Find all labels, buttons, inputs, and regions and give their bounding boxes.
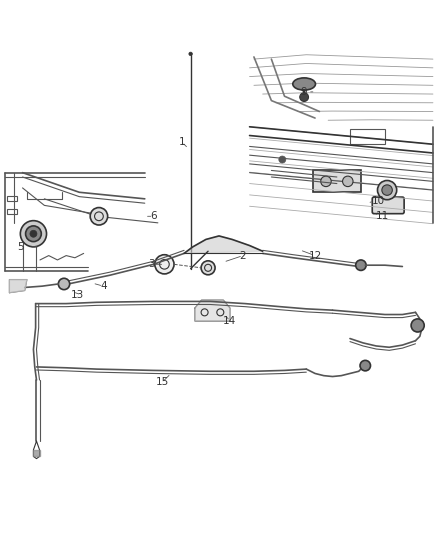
Circle shape: [300, 93, 308, 101]
Text: 3: 3: [148, 260, 155, 269]
Text: 1: 1: [179, 137, 185, 147]
Circle shape: [279, 156, 286, 163]
FancyBboxPatch shape: [313, 171, 361, 192]
Polygon shape: [195, 300, 230, 321]
Circle shape: [189, 52, 192, 55]
Circle shape: [356, 260, 366, 270]
Text: 11: 11: [376, 211, 389, 221]
Text: 9: 9: [301, 87, 307, 97]
Circle shape: [360, 360, 371, 371]
Circle shape: [382, 185, 392, 195]
Circle shape: [155, 255, 174, 274]
Circle shape: [411, 319, 424, 332]
Circle shape: [321, 176, 331, 187]
Text: 6: 6: [150, 211, 157, 221]
Text: 5: 5: [17, 242, 24, 252]
Text: 4: 4: [100, 281, 106, 291]
Text: 14: 14: [223, 316, 237, 326]
Circle shape: [58, 278, 70, 289]
Polygon shape: [184, 236, 263, 253]
Circle shape: [201, 261, 215, 275]
Text: 15: 15: [155, 377, 169, 387]
Circle shape: [30, 230, 37, 237]
Text: 13: 13: [71, 290, 84, 300]
Circle shape: [25, 226, 41, 241]
Text: 10: 10: [372, 196, 385, 206]
Polygon shape: [10, 280, 27, 293]
Circle shape: [20, 221, 46, 247]
FancyBboxPatch shape: [372, 197, 404, 214]
Polygon shape: [33, 450, 39, 456]
Text: 2: 2: [240, 251, 246, 261]
Circle shape: [343, 176, 353, 187]
Ellipse shape: [293, 78, 315, 90]
Text: 12: 12: [308, 251, 321, 261]
Circle shape: [378, 181, 397, 200]
Circle shape: [90, 207, 108, 225]
